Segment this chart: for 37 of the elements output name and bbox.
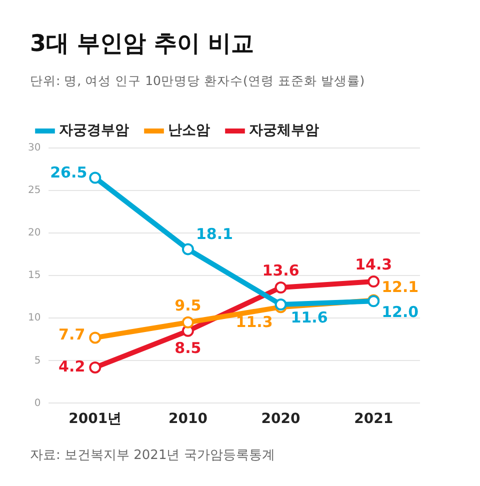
- y-tick-label: 5: [34, 355, 41, 366]
- data-label: 11.6: [290, 308, 328, 326]
- y-tick-label: 25: [28, 185, 41, 196]
- data-label: 14.3: [355, 255, 392, 274]
- y-tick-label: 15: [28, 270, 41, 282]
- legend-label: 난소암: [168, 122, 210, 139]
- point: [274, 298, 287, 311]
- data-label: 13.6: [262, 261, 300, 280]
- x-tick-label: 2001년: [68, 411, 122, 428]
- point: [89, 332, 102, 344]
- point: [89, 361, 102, 374]
- data-label: 26.5: [50, 164, 88, 182]
- x-tick-label: 2020: [261, 411, 301, 428]
- data-label: 11.3: [236, 312, 273, 331]
- x-tick-label: 2010: [168, 411, 208, 428]
- data-label: 8.5: [174, 338, 202, 357]
- point: [182, 316, 194, 328]
- point: [274, 282, 287, 294]
- text: 자료: 보건복지부 2021년 국가암등록통계: [30, 447, 275, 464]
- x-tick-label: 2021: [354, 411, 394, 428]
- data-label: 18.1: [196, 225, 233, 244]
- y-tick-label: 20: [28, 228, 41, 239]
- legend-label: 자궁체부암: [249, 122, 319, 139]
- y-tick-label: 30: [28, 142, 41, 154]
- data-label: 9.5: [174, 296, 202, 314]
- chart-subtitle: 단위: 명, 여성 인구 10만명당 환자수(연령 표준화 발생률): [30, 73, 366, 90]
- legend-label: 자궁경부암: [59, 122, 129, 139]
- data-label: 12.0: [382, 303, 419, 322]
- point: [368, 276, 380, 288]
- y-tick-label: 0: [34, 398, 41, 409]
- y-tick-label: 10: [28, 312, 41, 324]
- data-label: 12.1: [382, 278, 419, 296]
- data-label: 4.2: [58, 357, 86, 376]
- point: [89, 172, 102, 184]
- point: [182, 243, 194, 256]
- data-label: 7.7: [58, 326, 86, 344]
- chart-title: 3대 부인암 추이 비교: [30, 30, 256, 59]
